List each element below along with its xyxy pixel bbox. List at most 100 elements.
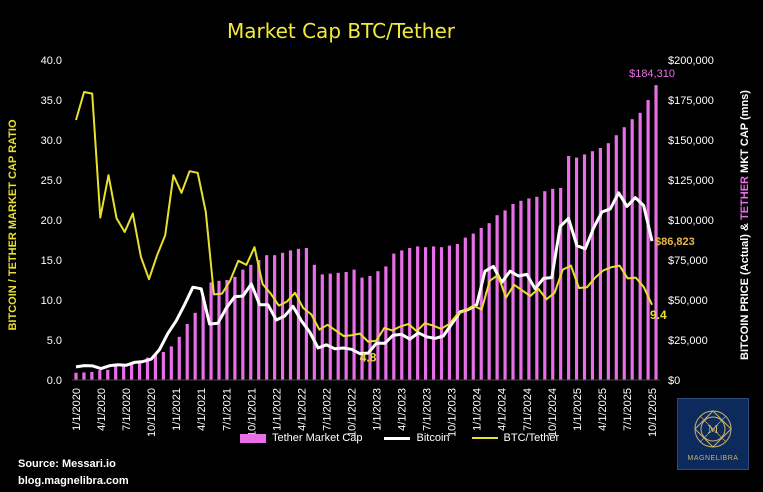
tether-bar xyxy=(145,357,150,380)
tether-bar xyxy=(559,188,563,380)
tether-bar xyxy=(233,276,237,380)
y-axis-right-label-suffix: MKT CAP (mns) xyxy=(739,90,751,176)
legend-item-ratio: BTC/Tether xyxy=(471,432,559,444)
y-right-tick: $0 xyxy=(668,375,680,387)
tether-bar xyxy=(122,364,126,380)
y-left-tick: 10.0 xyxy=(41,295,62,307)
tether-bar xyxy=(408,248,412,380)
tether-bar xyxy=(217,280,221,380)
tether-bar xyxy=(336,272,340,380)
tether-bar xyxy=(352,269,356,380)
tether-bar xyxy=(582,154,587,380)
x-tick: 4/1/2021 xyxy=(196,388,208,431)
legend-swatch-bitcoin xyxy=(384,436,411,440)
bitcoin-line xyxy=(75,191,654,371)
tether-bar xyxy=(257,260,261,380)
legend: Tether Market Cap Bitcoin BTC/Tether xyxy=(240,432,559,444)
tether-bar xyxy=(638,112,642,381)
tether-bar xyxy=(241,269,245,380)
y-left-tick: 30.0 xyxy=(41,135,62,147)
tether-bar xyxy=(106,369,110,380)
tether-bar xyxy=(495,215,499,380)
tether-bar xyxy=(384,266,388,380)
tether-bar xyxy=(543,191,547,380)
tether-bar xyxy=(654,85,658,380)
tether-bar xyxy=(455,244,459,380)
x-tick: 4/1/2025 xyxy=(597,388,609,431)
tether-bars xyxy=(74,85,658,381)
tether-bar xyxy=(209,282,213,380)
x-tick: 4/1/2023 xyxy=(397,388,409,431)
tether-bar xyxy=(646,100,650,380)
blog-link[interactable]: blog.magnelibra.com xyxy=(18,475,129,487)
y-right-tick: $200,000 xyxy=(668,55,714,67)
tether-bar xyxy=(527,198,531,380)
annotation-ratio-last: 9.4 xyxy=(650,308,667,322)
x-tick: 7/1/2022 xyxy=(321,388,333,431)
tether-bar xyxy=(424,247,428,380)
tether-bar xyxy=(312,264,316,380)
tether-bar xyxy=(153,354,158,380)
tether-bar xyxy=(368,276,372,380)
x-tick: 10/1/2024 xyxy=(547,388,559,437)
tether-bar xyxy=(447,245,452,380)
x-tick: 10/1/2022 xyxy=(346,388,358,437)
y-left-tick: 25.0 xyxy=(41,175,62,187)
tether-bar xyxy=(201,296,205,380)
annotations: $184,310 $86,823 9.4 4.8 xyxy=(360,68,695,364)
magnelibra-logo: M MAGNELIBRA xyxy=(677,398,749,470)
x-tick: 10/1/2021 xyxy=(246,388,258,437)
tether-bar xyxy=(487,223,491,380)
y-left-tick: 35.0 xyxy=(41,95,62,107)
legend-swatch-ratio xyxy=(471,437,498,439)
x-tick: 1/1/2025 xyxy=(572,388,584,431)
tether-bar xyxy=(225,280,229,380)
y-left-tick: 20.0 xyxy=(41,215,62,227)
axes: 0.0 5.0 10.0 15.0 20.0 25.0 30.0 35.0 40.0 $0 $25,… xyxy=(41,55,714,437)
y-right-tick: $50,000 xyxy=(668,295,708,307)
tether-bar xyxy=(74,372,78,380)
lines xyxy=(75,91,654,371)
legend-item-tether: Tether Market Cap xyxy=(240,432,362,444)
y-axis-right-label-tether: TETHER xyxy=(739,176,751,220)
x-tick: 4/1/2020 xyxy=(96,388,108,431)
tether-bar xyxy=(137,361,142,380)
x-tick: 10/1/2020 xyxy=(146,388,158,437)
source-text: Source: Messari.io xyxy=(18,458,116,470)
tether-bar xyxy=(567,156,571,380)
tether-bar xyxy=(161,352,165,380)
tether-bar xyxy=(400,250,404,380)
tether-bar xyxy=(288,250,293,380)
annotation-ratio-min: 4.8 xyxy=(360,351,377,365)
y-right-tick: $75,000 xyxy=(668,255,708,267)
x-tick: 4/1/2024 xyxy=(497,388,509,431)
y-left-tick: 40.0 xyxy=(41,55,62,67)
ratio-line xyxy=(75,91,653,343)
chart-title: Market Cap BTC/Tether xyxy=(227,19,456,43)
x-tick: 7/1/2020 xyxy=(121,388,133,431)
y-right-tick: $125,000 xyxy=(668,175,714,187)
x-tick: 1/1/2020 xyxy=(71,388,83,431)
y-right-tick: $25,000 xyxy=(668,335,708,347)
logo-emblem-icon: M xyxy=(694,410,732,448)
x-tick: 7/1/2025 xyxy=(622,388,634,431)
tether-bar xyxy=(90,372,94,380)
svg-text:M: M xyxy=(707,423,718,436)
tether-bar xyxy=(392,253,396,380)
y-left-tick: 15.0 xyxy=(41,255,62,267)
legend-item-bitcoin: Bitcoin xyxy=(384,432,450,444)
x-tick: 4/1/2022 xyxy=(296,388,308,431)
y-right-tick: $100,000 xyxy=(668,215,714,227)
x-tick: 1/1/2021 xyxy=(171,388,183,431)
y-left-tick: 5.0 xyxy=(47,335,62,347)
y-right-tick: $175,000 xyxy=(668,95,714,107)
tether-bar xyxy=(590,151,595,380)
y-axis-right-label-prefix: BITCOIN PRICE (Actual) & xyxy=(739,220,751,360)
tether-bar xyxy=(249,264,253,380)
tether-bar xyxy=(344,272,348,380)
annotation-tether-last: $184,310 xyxy=(629,68,675,80)
tether-bar xyxy=(265,255,269,380)
tether-bar xyxy=(376,271,380,380)
logo-text: MAGNELIBRA xyxy=(687,455,739,462)
